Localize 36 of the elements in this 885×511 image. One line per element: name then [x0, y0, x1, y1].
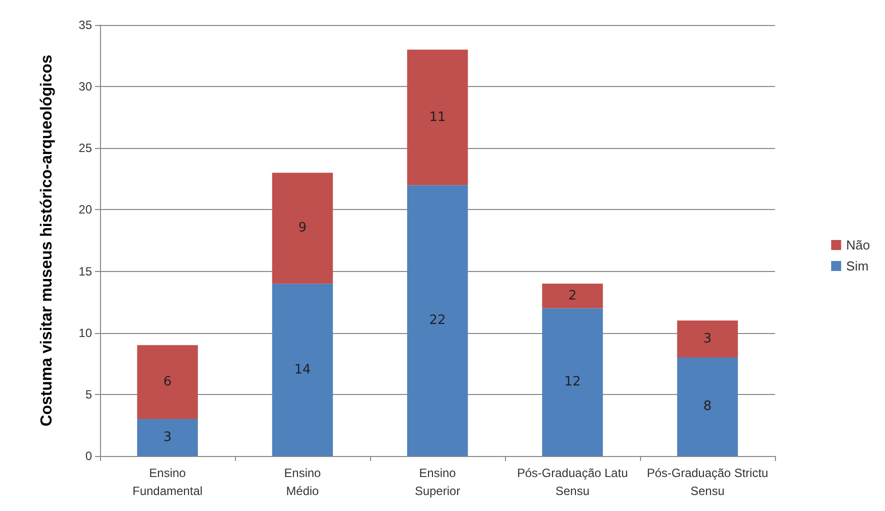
legend-label: Não: [846, 238, 870, 252]
x-tick-label: Ensino Superior: [414, 466, 460, 498]
y-tick-label: 35: [78, 18, 92, 32]
bar: [542, 308, 603, 456]
y-tick-label: 15: [78, 264, 92, 278]
legend-label: Sim: [846, 258, 869, 274]
y-tick-label: 10: [78, 326, 92, 340]
x-tick-label: Ensino Médio: [284, 466, 322, 498]
bar: [137, 345, 198, 420]
y-axis-title: Costuma visitar museus histórico-arqueológicos: [38, 54, 56, 426]
data-label: 6: [163, 374, 172, 390]
y-tick-label: 25: [78, 141, 92, 156]
data-label: 22: [429, 313, 446, 328]
y-tick-label: 20: [78, 202, 92, 217]
x-tick-label: Pós-Graduação Strictu Sensu: [646, 466, 768, 498]
data-label: 3: [703, 332, 712, 347]
y-tick-label: 5: [85, 387, 92, 402]
bar: [272, 172, 333, 284]
bar: [677, 320, 738, 358]
bar: [137, 419, 198, 456]
x-tick-label: Ensino Fundamental: [132, 466, 203, 498]
data-label: 11: [429, 110, 446, 125]
bar: [272, 284, 333, 456]
x-tick-label: Pós-Graduação Latu Sensu: [517, 466, 628, 498]
data-label: 12: [564, 374, 581, 390]
data-label: 3: [163, 430, 172, 446]
data-label: 14: [294, 362, 311, 378]
bar: [407, 185, 468, 456]
y-tick-label: 30: [78, 80, 92, 94]
y-tick-label: 0: [85, 449, 92, 463]
bar: [407, 50, 468, 186]
data-label: 8: [703, 399, 712, 414]
bar: [542, 284, 603, 308]
data-label: 2: [568, 288, 577, 304]
bar: [677, 357, 738, 456]
data-label: 9: [298, 220, 307, 236]
